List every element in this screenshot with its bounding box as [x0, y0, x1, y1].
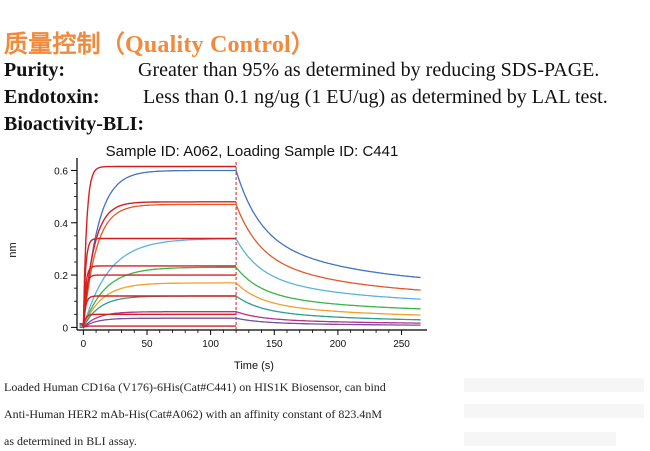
fit-curve	[83, 325, 237, 329]
fit-curve	[82, 313, 237, 328]
x-axis-label: Time (s)	[234, 360, 274, 372]
fit-curve	[82, 201, 237, 328]
series-line	[79, 238, 421, 329]
fit-curve	[82, 274, 237, 328]
section-heading: 质量控制（Quality Control）	[4, 32, 316, 58]
faint-watermark-box	[464, 404, 644, 418]
endotoxin-value: Less than 0.1 ng/ug (1 EU/ug) as determi…	[143, 86, 608, 108]
bli-chart-figure: Sample ID: A062, Loading Sample ID: C441…	[2, 138, 444, 374]
chart-fits	[82, 165, 237, 329]
purity-value: Greater than 95% as determined by reduci…	[138, 59, 600, 81]
series-line	[79, 295, 421, 329]
caption-line-2: Anti-Human HER2 mAb-His(Cat#A062) with a…	[4, 407, 383, 421]
chart-title: Sample ID: A062, Loading Sample ID: C441	[106, 143, 399, 160]
faint-watermark-box	[464, 432, 616, 446]
chart-axes: 0 0.2 0.4 0.6 0 50 100 150 200 250	[54, 158, 427, 350]
series-line	[79, 311, 421, 329]
y-tick-label: 0.2	[54, 271, 68, 282]
bioactivity-label: Bioactivity-BLI:	[4, 113, 144, 135]
purity-row: Purity: Greater than 95% as determined b…	[4, 58, 599, 82]
faint-watermark-box	[464, 378, 644, 392]
x-tick-label: 250	[393, 339, 410, 350]
series-line	[79, 317, 421, 329]
endotoxin-label: Endotoxin:	[4, 86, 100, 108]
caption-line-3: as determined in BLI assay.	[4, 434, 137, 448]
x-tick-label: 150	[266, 339, 283, 350]
bli-chart: Sample ID: A062, Loading Sample ID: C441…	[7, 143, 427, 372]
y-axis-label: nm	[7, 242, 19, 257]
endotoxin-row: Endotoxin: Less than 0.1 ng/ug (1 EU/ug)…	[4, 85, 608, 109]
x-tick-label: 200	[330, 339, 347, 350]
purity-label: Purity:	[4, 59, 66, 81]
y-tick-label: 0.4	[54, 219, 68, 230]
x-tick-label: 50	[141, 339, 153, 350]
fit-curve	[82, 237, 237, 328]
y-tick-label: 0.6	[54, 166, 68, 177]
y-tick-label: 0	[62, 323, 68, 334]
bioactivity-row: Bioactivity-BLI:	[4, 112, 144, 136]
fit-curve	[82, 265, 237, 328]
series-line	[79, 266, 421, 329]
fit-curve	[82, 165, 237, 328]
x-tick-label: 0	[81, 339, 87, 350]
series-line	[79, 169, 421, 329]
series-line	[79, 203, 421, 329]
fit-curve	[82, 295, 237, 328]
x-tick-label: 100	[202, 339, 219, 350]
caption-line-1: Loaded Human CD16a (V176)-6His(Cat#C441)…	[4, 380, 386, 394]
chart-series	[79, 169, 421, 329]
series-line	[79, 282, 421, 329]
